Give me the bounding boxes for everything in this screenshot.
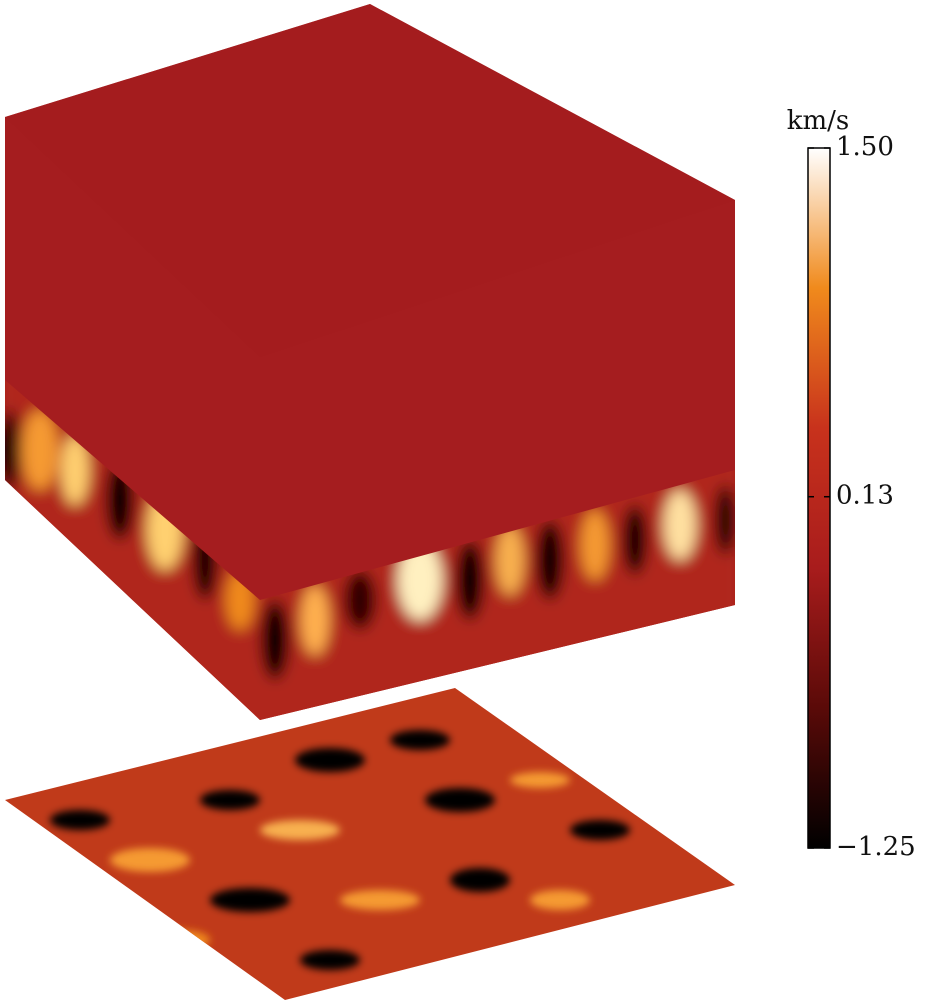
bottom-slice <box>5 688 735 1000</box>
colorbar-label: km/s <box>787 106 850 136</box>
colorbar-tick-label: 0.13 <box>836 481 894 511</box>
cube <box>5 4 735 720</box>
colorbar-tick-label: −1.25 <box>836 832 916 862</box>
colorbar-fill <box>807 147 831 849</box>
colorbar-tick-label: 1.50 <box>836 132 894 162</box>
colorbar: −1.25 0.13 1.50 <box>807 132 916 862</box>
